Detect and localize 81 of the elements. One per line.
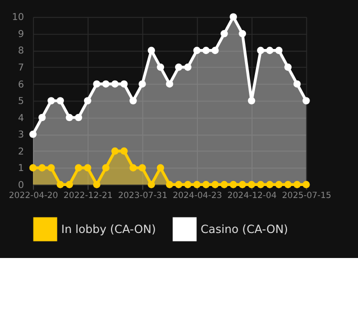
- point: [257, 46, 264, 54]
- point: [120, 80, 128, 88]
- point: [84, 164, 92, 172]
- point: [284, 64, 292, 71]
- point: [48, 164, 55, 172]
- x-tick-label: 2023-07-31: [118, 190, 168, 200]
- point: [275, 46, 283, 54]
- point: [102, 80, 110, 88]
- point: [156, 64, 164, 71]
- y-tick-label: 7: [18, 62, 24, 74]
- point: [111, 147, 119, 155]
- point: [302, 97, 310, 104]
- point: [293, 80, 301, 88]
- x-tick-label: 2022-04-20: [8, 190, 58, 200]
- y-tick-label: 9: [18, 28, 24, 40]
- y-tick-label: 1: [18, 163, 24, 174]
- y-tick-label: 0: [18, 180, 24, 191]
- point: [266, 46, 274, 54]
- point: [84, 97, 92, 104]
- point: [248, 180, 256, 188]
- point: [230, 180, 237, 188]
- point: [29, 130, 37, 138]
- point: [275, 180, 283, 188]
- point: [220, 180, 228, 188]
- point: [156, 164, 164, 172]
- point: [166, 80, 174, 88]
- point: [66, 114, 74, 122]
- y-tick-label: 2: [18, 146, 24, 158]
- x-tick-label: 2025-07-15: [282, 190, 332, 200]
- point: [175, 64, 182, 71]
- point: [148, 46, 156, 54]
- point: [48, 97, 55, 104]
- x-tick-label: 2024-04-23: [172, 190, 222, 200]
- point: [38, 164, 46, 172]
- point: [211, 46, 219, 54]
- point: [93, 80, 100, 88]
- point: [202, 46, 210, 54]
- point: [138, 80, 146, 88]
- legend-label: Casino (CA-ON): [200, 223, 288, 236]
- point: [284, 180, 292, 188]
- x-tick-label: 2024-12-04: [227, 190, 277, 200]
- point: [302, 180, 310, 188]
- point: [130, 97, 137, 104]
- point: [184, 180, 192, 188]
- point: [193, 46, 201, 54]
- y-tick-label: 6: [18, 79, 24, 90]
- point: [293, 180, 301, 188]
- y-tick-label: 10: [12, 12, 24, 24]
- point: [130, 164, 137, 172]
- point: [74, 114, 82, 122]
- point: [184, 64, 192, 71]
- point: [38, 114, 46, 122]
- point: [138, 164, 146, 172]
- y-tick-label: 3: [18, 130, 24, 141]
- legend-label: In lobby (CA-ON): [61, 223, 156, 236]
- point: [266, 180, 274, 188]
- point: [120, 147, 128, 155]
- point: [175, 180, 182, 188]
- point: [220, 30, 228, 38]
- point: [193, 180, 201, 188]
- point: [56, 180, 64, 188]
- y-tick-label: 8: [18, 46, 24, 57]
- y-tick-label: 4: [18, 112, 24, 124]
- point: [102, 164, 110, 172]
- x-tick-label: 2022-12-21: [63, 190, 113, 200]
- point: [56, 97, 64, 104]
- point: [257, 180, 264, 188]
- point: [211, 180, 219, 188]
- point: [148, 180, 156, 188]
- point: [29, 164, 37, 172]
- point: [74, 164, 82, 172]
- point: [111, 80, 119, 88]
- point: [238, 30, 246, 38]
- point: [93, 180, 100, 188]
- point: [238, 180, 246, 188]
- point: [66, 180, 74, 188]
- point: [166, 180, 174, 188]
- point: [202, 180, 210, 188]
- y-tick-label: 5: [18, 96, 24, 108]
- point: [248, 97, 256, 104]
- point: [230, 13, 237, 21]
